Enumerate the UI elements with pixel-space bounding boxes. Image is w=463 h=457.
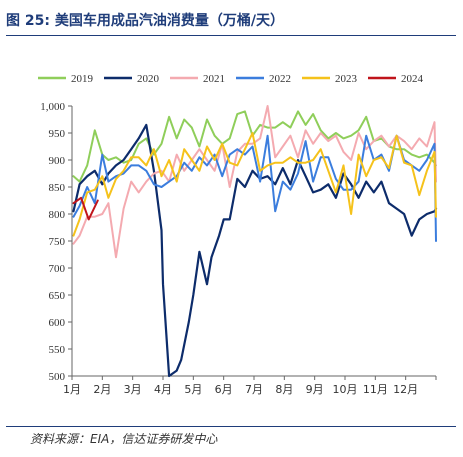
x-tick-label: 8月 xyxy=(275,383,293,396)
y-tick-label: 500 xyxy=(49,371,66,383)
series-line-2023 xyxy=(72,132,437,237)
x-tick-label: 7月 xyxy=(245,383,263,396)
y-tick-label: 900 xyxy=(49,155,66,167)
x-tick-label: 1月 xyxy=(63,383,81,396)
legend-label-2023: 2023 xyxy=(335,73,358,85)
x-tick-label: 12月 xyxy=(393,383,418,396)
y-tick-label: 700 xyxy=(49,263,66,275)
legend-label-2024: 2024 xyxy=(401,73,424,85)
x-tick-label: 3月 xyxy=(124,383,142,396)
series-line-2024 xyxy=(72,196,99,221)
y-tick-label: 550 xyxy=(49,344,66,356)
y-tick-label: 750 xyxy=(49,236,66,248)
y-tick-label: 850 xyxy=(49,182,66,194)
x-tick-label: 5月 xyxy=(184,383,202,396)
legend-label-2021: 2021 xyxy=(203,73,225,85)
y-tick-label: 950 xyxy=(49,128,66,140)
figure-header: 图 25: 美国车用成品汽油消费量（万桶/天） xyxy=(6,6,456,36)
y-tick-label: 800 xyxy=(49,209,66,221)
series-line-2022 xyxy=(72,134,437,242)
x-tick-label: 11月 xyxy=(363,383,388,396)
legend-label-2020: 2020 xyxy=(137,73,160,85)
series-line-2021 xyxy=(72,105,437,259)
y-tick-label: 600 xyxy=(49,317,66,329)
x-tick-label: 6月 xyxy=(215,383,233,396)
x-tick-label: 9月 xyxy=(306,383,324,396)
legend-label-2019: 2019 xyxy=(71,73,94,85)
x-tick-label: 2月 xyxy=(93,383,111,396)
legend-label-2022: 2022 xyxy=(269,73,291,85)
x-tick-label: 4月 xyxy=(154,383,172,396)
y-tick-label: 1,000 xyxy=(40,101,65,113)
source-note: 资料来源：EIA，信达证券研发中心 xyxy=(30,432,218,446)
figure-title: 图 25: 美国车用成品汽油消费量（万桶/天） xyxy=(6,13,284,29)
x-tick-label: 10月 xyxy=(333,383,358,396)
series-line-2020 xyxy=(72,123,438,378)
title-divider xyxy=(6,35,456,36)
y-tick-label: 650 xyxy=(49,290,66,302)
source-divider xyxy=(6,426,456,427)
